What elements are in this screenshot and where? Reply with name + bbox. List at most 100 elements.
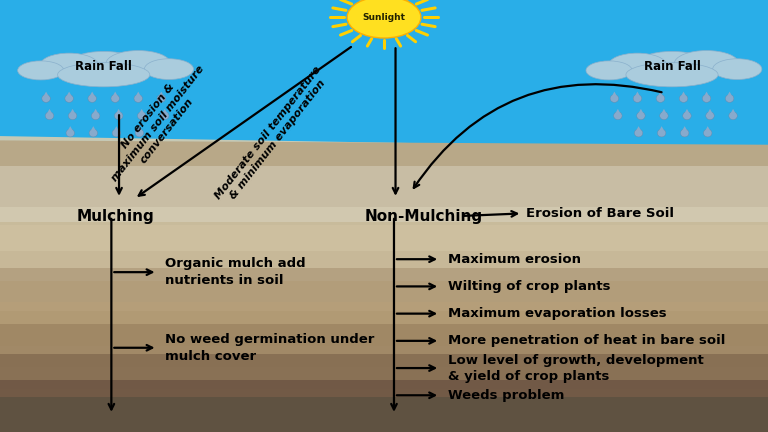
Polygon shape [730,109,737,116]
Ellipse shape [656,95,665,102]
Ellipse shape [679,95,688,102]
Ellipse shape [608,53,667,77]
Polygon shape [111,92,119,98]
Polygon shape [726,92,733,98]
Polygon shape [703,92,710,98]
Ellipse shape [40,53,98,77]
Ellipse shape [632,51,712,84]
Ellipse shape [42,95,51,102]
Polygon shape [46,109,54,116]
Ellipse shape [58,63,150,87]
Polygon shape [68,109,76,116]
Ellipse shape [65,95,74,102]
Ellipse shape [706,112,714,120]
Polygon shape [42,92,50,98]
Polygon shape [0,225,768,302]
Polygon shape [92,109,100,116]
Polygon shape [88,92,96,98]
Ellipse shape [702,95,711,102]
Ellipse shape [89,129,98,137]
Text: Sunlight: Sunlight [362,13,406,22]
Polygon shape [684,109,691,116]
Polygon shape [0,136,768,205]
Text: Rain Fall: Rain Fall [75,60,132,73]
Polygon shape [138,109,146,116]
Polygon shape [680,92,687,98]
Polygon shape [157,92,165,98]
Ellipse shape [68,112,77,120]
Polygon shape [660,109,668,116]
Text: More penetration of heat in bare soil: More penetration of heat in bare soil [448,334,725,347]
Text: Organic mulch add
nutrients in soil: Organic mulch add nutrients in soil [165,257,306,287]
Text: Non-Mulching: Non-Mulching [365,209,483,223]
Text: Maximum evaporation losses: Maximum evaporation losses [448,307,667,320]
Polygon shape [634,92,641,98]
Ellipse shape [610,95,619,102]
Polygon shape [657,126,665,133]
Polygon shape [0,324,768,432]
Ellipse shape [91,112,100,120]
Polygon shape [0,166,768,222]
Ellipse shape [633,95,641,102]
Text: No weed germination under
mulch cover: No weed germination under mulch cover [165,333,375,363]
Ellipse shape [88,95,97,102]
Polygon shape [0,354,768,432]
Ellipse shape [135,129,144,137]
Polygon shape [89,126,97,133]
Text: Weeds problem: Weeds problem [448,389,564,402]
Ellipse shape [45,112,54,120]
Ellipse shape [64,51,144,84]
Polygon shape [135,126,143,133]
Ellipse shape [66,129,74,137]
Ellipse shape [111,95,120,102]
Ellipse shape [106,51,170,76]
Polygon shape [634,126,642,133]
Text: Low level of growth, development
& yield of crop plants: Low level of growth, development & yield… [448,353,703,383]
Polygon shape [0,207,768,311]
Ellipse shape [112,129,121,137]
Polygon shape [657,92,664,98]
Polygon shape [706,109,714,116]
Polygon shape [0,302,768,410]
Polygon shape [0,0,768,201]
Ellipse shape [725,95,734,102]
Ellipse shape [18,61,64,80]
Ellipse shape [586,61,632,80]
Polygon shape [66,126,74,133]
Polygon shape [161,109,169,116]
Polygon shape [0,281,768,389]
Ellipse shape [114,112,123,120]
Ellipse shape [703,129,712,137]
Polygon shape [611,92,618,98]
Polygon shape [0,251,768,346]
Text: Wilting of crop plants: Wilting of crop plants [448,280,611,293]
Ellipse shape [660,112,668,120]
Polygon shape [0,397,768,432]
Ellipse shape [157,95,166,102]
Text: No erosion &
maximum soil moisture
conversation: No erosion & maximum soil moisture conve… [99,56,216,191]
Text: Maximum erosion: Maximum erosion [448,253,581,266]
Polygon shape [703,126,711,133]
Polygon shape [113,126,121,133]
Ellipse shape [137,112,146,120]
Polygon shape [637,109,644,116]
Circle shape [347,0,421,38]
Polygon shape [680,126,688,133]
Ellipse shape [674,51,739,76]
Text: Moderate soil temperature
& minimum evaporation: Moderate soil temperature & minimum evap… [213,64,333,208]
Polygon shape [0,140,768,432]
Polygon shape [0,268,768,367]
Ellipse shape [657,129,666,137]
Polygon shape [65,92,73,98]
Polygon shape [134,92,142,98]
Ellipse shape [637,112,645,120]
Ellipse shape [713,59,762,79]
Text: Erosion of Bare Soil: Erosion of Bare Soil [526,207,674,220]
Ellipse shape [144,59,194,79]
Ellipse shape [634,129,643,137]
Ellipse shape [729,112,737,120]
Ellipse shape [683,112,691,120]
Polygon shape [0,380,768,432]
Text: Mulching: Mulching [77,209,154,223]
Ellipse shape [680,129,689,137]
